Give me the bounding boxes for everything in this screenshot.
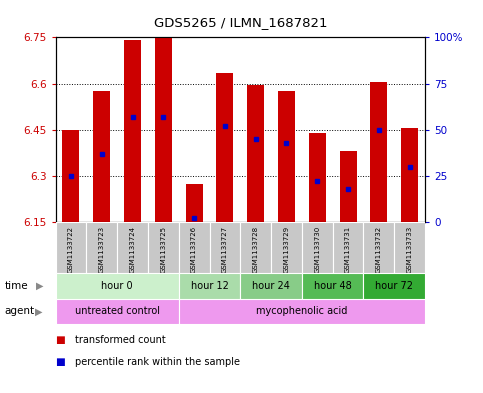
Text: ▶: ▶: [35, 307, 43, 316]
Bar: [240, 273, 302, 299]
Text: ■: ■: [56, 356, 65, 367]
Bar: [333, 222, 364, 273]
Bar: [179, 299, 425, 324]
Text: GSM1133727: GSM1133727: [222, 226, 228, 273]
Text: GSM1133722: GSM1133722: [68, 226, 74, 273]
Bar: [62, 130, 79, 222]
Text: hour 0: hour 0: [101, 281, 133, 291]
Text: hour 24: hour 24: [252, 281, 290, 291]
Bar: [240, 222, 271, 273]
Bar: [56, 273, 179, 299]
Text: time: time: [5, 281, 28, 291]
Bar: [271, 222, 302, 273]
Bar: [278, 91, 295, 222]
Bar: [394, 222, 425, 273]
Text: ▶: ▶: [36, 281, 44, 291]
Text: GSM1133733: GSM1133733: [407, 226, 412, 274]
Bar: [210, 222, 240, 273]
Text: GSM1133731: GSM1133731: [345, 226, 351, 274]
Text: GSM1133726: GSM1133726: [191, 226, 197, 273]
Bar: [216, 73, 233, 222]
Bar: [179, 222, 210, 273]
Bar: [401, 128, 418, 222]
Bar: [364, 222, 394, 273]
Text: GSM1133732: GSM1133732: [376, 226, 382, 273]
Bar: [56, 222, 86, 273]
Text: untreated control: untreated control: [75, 307, 159, 316]
Bar: [155, 37, 172, 222]
Bar: [185, 184, 202, 222]
Text: GSM1133730: GSM1133730: [314, 226, 320, 274]
Text: transformed count: transformed count: [75, 335, 166, 345]
Bar: [124, 40, 141, 222]
Text: hour 12: hour 12: [191, 281, 228, 291]
Bar: [370, 82, 387, 222]
Bar: [86, 222, 117, 273]
Bar: [93, 91, 110, 222]
Text: GSM1133724: GSM1133724: [129, 226, 136, 273]
Bar: [56, 299, 179, 324]
Text: mycophenolic acid: mycophenolic acid: [256, 307, 348, 316]
Text: hour 48: hour 48: [314, 281, 352, 291]
Bar: [179, 273, 240, 299]
Bar: [309, 133, 326, 222]
Text: percentile rank within the sample: percentile rank within the sample: [75, 356, 240, 367]
Text: hour 72: hour 72: [375, 281, 413, 291]
Bar: [247, 85, 264, 222]
Bar: [117, 222, 148, 273]
Bar: [302, 273, 364, 299]
Text: GSM1133728: GSM1133728: [253, 226, 259, 273]
Text: GSM1133729: GSM1133729: [284, 226, 289, 273]
Bar: [302, 222, 333, 273]
Text: agent: agent: [5, 307, 35, 316]
Text: GSM1133723: GSM1133723: [99, 226, 105, 273]
Bar: [148, 222, 179, 273]
Text: GSM1133725: GSM1133725: [160, 226, 166, 273]
Bar: [364, 273, 425, 299]
Bar: [340, 151, 356, 222]
Text: ■: ■: [56, 335, 65, 345]
Text: GDS5265 / ILMN_1687821: GDS5265 / ILMN_1687821: [154, 16, 327, 29]
